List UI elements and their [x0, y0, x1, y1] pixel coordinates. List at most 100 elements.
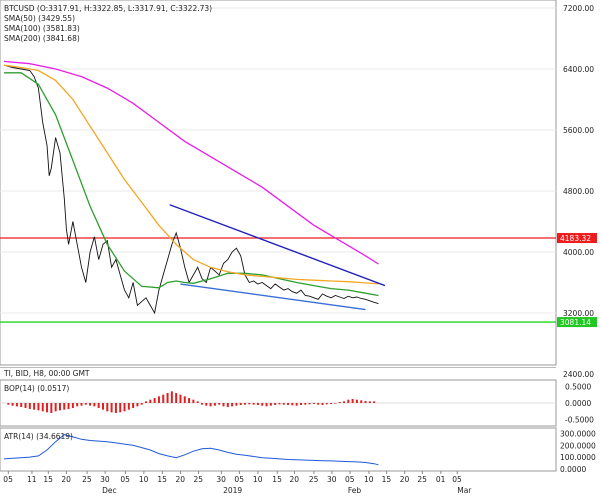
- atr-line: [3, 434, 379, 466]
- price-panel-divider: [0, 367, 556, 368]
- price-level-tag: [557, 233, 597, 244]
- bop-bar: [360, 400, 363, 403]
- bop-bar: [76, 403, 79, 407]
- bop-bar: [218, 403, 221, 405]
- x-tick-label: 25: [417, 475, 427, 484]
- bop-bar: [287, 403, 290, 405]
- atr-y-tick: 200.0000: [560, 441, 596, 450]
- bop-bar: [140, 403, 143, 405]
- bop-bar: [330, 403, 333, 404]
- x-tick-label: 20: [61, 475, 71, 484]
- bop-bar: [24, 403, 27, 408]
- bop-bar: [295, 403, 298, 406]
- x-tick-label: 15: [382, 475, 392, 484]
- bop-bar: [291, 403, 294, 406]
- price-y-tick: 4000.00: [563, 248, 594, 257]
- legend-ohlc: BTCUSD (O:3317.91, H:3322.85, L:3317.91,…: [4, 4, 212, 13]
- bop-bar: [183, 396, 186, 403]
- sma50-line: [4, 72, 379, 297]
- bop-bar: [235, 403, 238, 406]
- bop-bar: [84, 403, 87, 405]
- bop-y-axis: 0.5000 0.0000 -0.5000: [565, 382, 594, 424]
- bop-bar: [239, 403, 242, 405]
- bop-bar: [304, 403, 307, 405]
- bop-bar: [334, 403, 337, 404]
- bop-bar: [50, 403, 53, 413]
- bop-bar: [274, 403, 277, 405]
- legend-sma200: SMA(200) (3841.68): [4, 34, 80, 43]
- bop-bar: [63, 403, 66, 410]
- horizontal-levels: [0, 237, 556, 323]
- bop-bar: [114, 403, 117, 413]
- price-y-axis: 7200.00 6400.00 5600.00 4800.00 4000.00 3200.…: [563, 4, 594, 379]
- price-level-labels: 4183.32 3081.14: [557, 233, 597, 328]
- x-tick-label: 25: [309, 475, 319, 484]
- bop-bar: [200, 403, 203, 405]
- x-tick-label: 30: [327, 475, 337, 484]
- bop-bar: [196, 401, 199, 403]
- sma200-line: [3, 60, 379, 265]
- bop-bar: [226, 403, 229, 407]
- sma100-line: [3, 64, 379, 285]
- bop-bar: [46, 403, 49, 413]
- bop-bar: [278, 403, 281, 405]
- x-axis: 05 11 15 20 25 30 05 10 15 20 25 30 05 10 15 20 25 30 05 10…: [3, 471, 472, 495]
- bop-bar: [119, 403, 122, 413]
- x-tick-label: 05: [120, 475, 130, 484]
- trend_upper-line: [169, 204, 386, 287]
- x-tick-label: 10: [253, 475, 263, 484]
- bop-bar: [97, 403, 100, 408]
- x-tick-label: 25: [82, 475, 92, 484]
- x-tick-label: 15: [43, 475, 53, 484]
- price-y-tick: 7200.00: [563, 4, 594, 13]
- month-label: 2019: [223, 486, 242, 495]
- x-tick-label: 25: [194, 475, 204, 484]
- bop-bar: [205, 403, 208, 406]
- footer-label: TI, BID, H8, 00:00 GMT: [3, 369, 90, 378]
- bop-bar: [67, 403, 70, 409]
- x-tick-label: 15: [272, 475, 282, 484]
- atr-y-tick: 300.0000: [560, 429, 596, 438]
- bop-bar: [256, 403, 259, 405]
- bop-bar: [179, 394, 182, 403]
- bop-bar: [351, 399, 354, 403]
- bop-bars-layer: [0, 391, 556, 413]
- x-tick-label: 01: [436, 475, 446, 484]
- price-line: [3, 64, 379, 315]
- bop-bar: [265, 403, 268, 407]
- bop-bar: [41, 403, 44, 412]
- month-label: Feb: [348, 486, 362, 495]
- x-tick-label: 05: [345, 475, 355, 484]
- price-y-tick: 3200.00: [563, 309, 594, 318]
- bop-bar: [170, 391, 173, 403]
- atr-y-axis: 300.0000 200.0000 100.0000 0.0000: [560, 429, 596, 474]
- bop-bar: [188, 398, 191, 403]
- price-series-layer: [3, 60, 379, 315]
- x-tick-label: 20: [290, 475, 300, 484]
- x-tick-label: 11: [27, 475, 37, 484]
- bop-y-tick: 0.5000: [565, 382, 591, 391]
- x-tick-label: 30: [216, 475, 226, 484]
- bop-bar: [209, 403, 212, 407]
- legend-sma100: SMA(100) (3581.83): [4, 24, 80, 33]
- atr-y-tick: 0.0000: [560, 465, 586, 474]
- bop-bar: [175, 393, 178, 403]
- bop-bar: [123, 403, 126, 412]
- bop-y-tick: -0.5000: [565, 416, 594, 425]
- bop-bar: [231, 403, 234, 407]
- bop-bar: [58, 403, 61, 411]
- bop-bar: [149, 399, 152, 403]
- bop-bar: [110, 403, 113, 413]
- bop-bar: [269, 403, 272, 406]
- month-label: Dec: [102, 486, 117, 495]
- x-tick-label: 20: [175, 475, 185, 484]
- atr-title: ATR(14) (34.6619): [4, 432, 73, 441]
- x-tick-label: 30: [100, 475, 110, 484]
- bop-bar: [355, 399, 358, 403]
- month-label: Mar: [457, 486, 472, 495]
- price-level-tag: [557, 317, 597, 328]
- bop-bar: [364, 401, 367, 403]
- bop-bar: [80, 403, 83, 406]
